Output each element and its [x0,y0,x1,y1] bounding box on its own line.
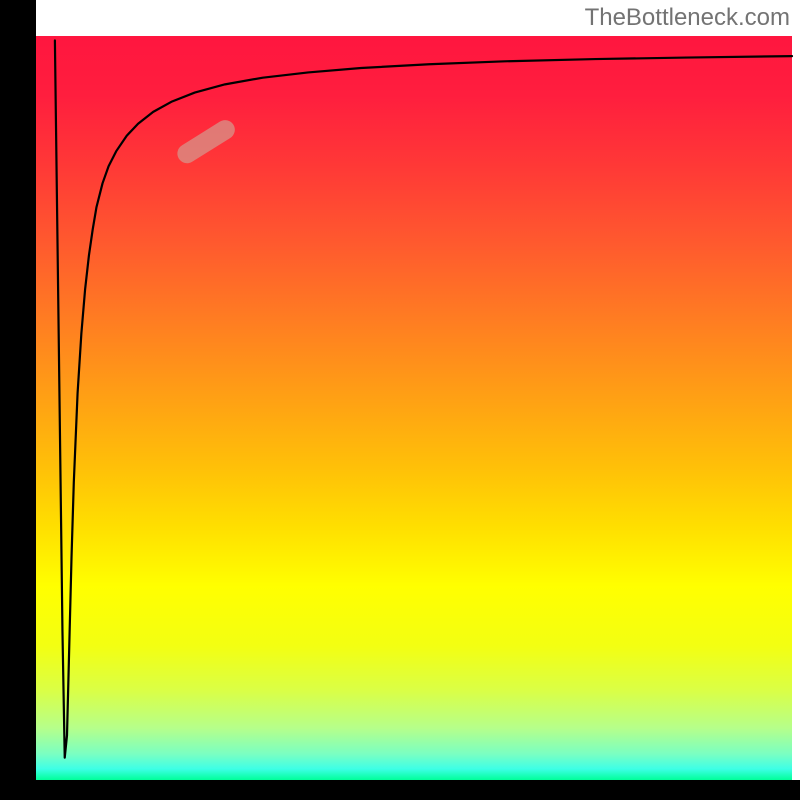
chart-root: TheBottleneck.com [0,0,800,800]
chart-svg [0,0,800,800]
y-axis-bar [0,0,36,800]
watermark-text: TheBottleneck.com [585,4,790,32]
plot-background [36,36,792,780]
x-axis-bar [0,780,800,800]
